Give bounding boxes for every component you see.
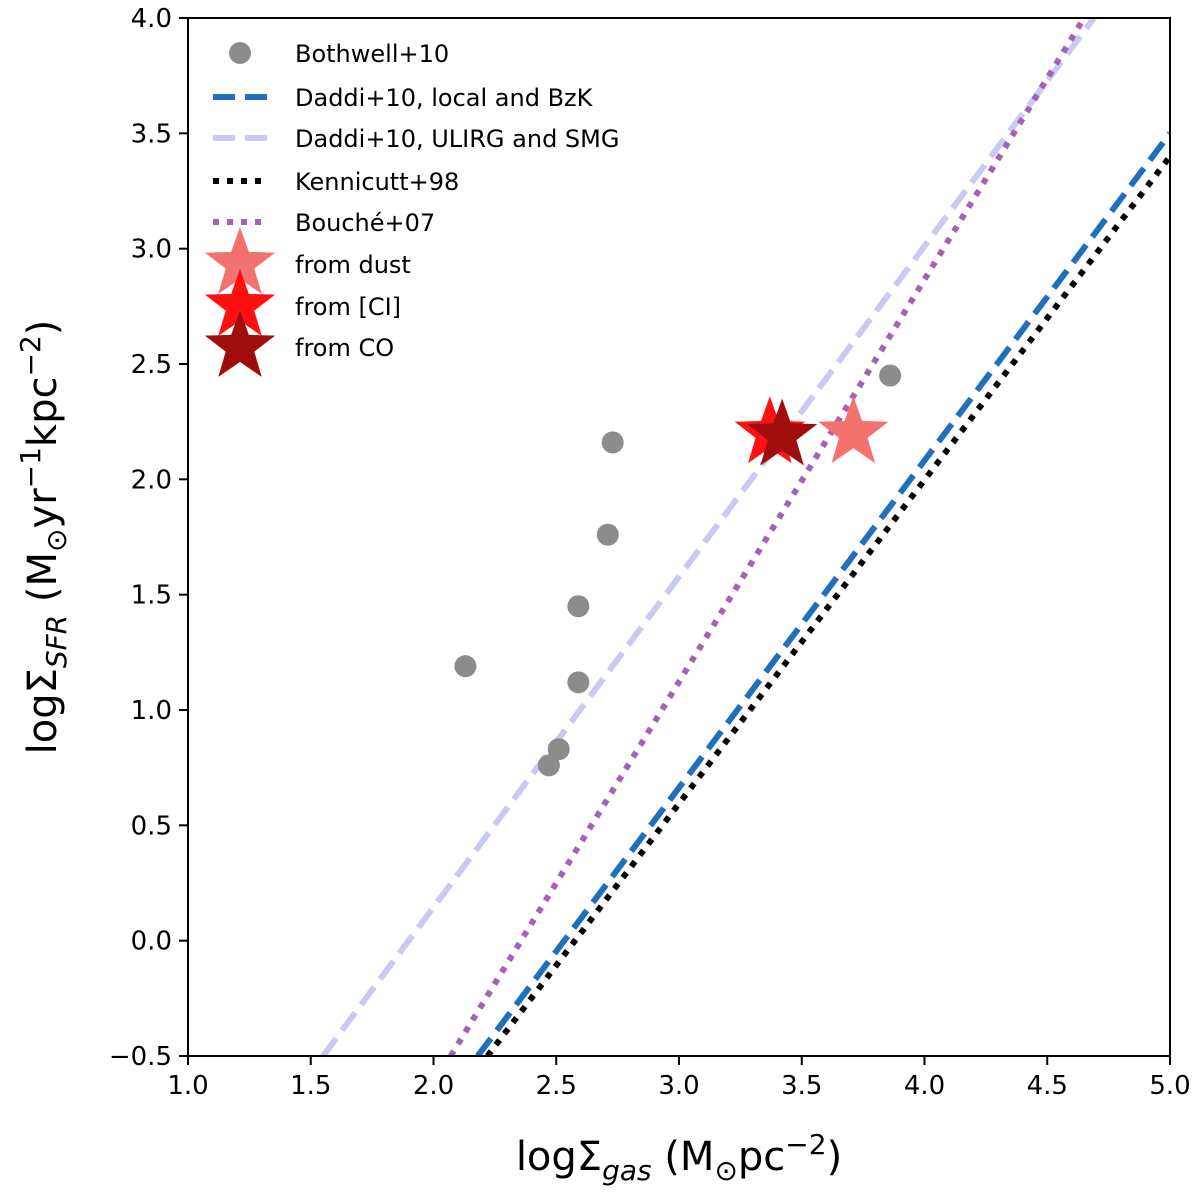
series-line-3 (485, 154, 1170, 1056)
data-point (567, 595, 590, 618)
legend-item: from CO (204, 310, 394, 377)
x-tick-label: 3.5 (781, 1071, 822, 1101)
x-tick-label: 2.5 (536, 1071, 577, 1101)
data-point (537, 754, 560, 777)
legend: Bothwell+10 Daddi+10, local and BzK Daddi+… (204, 40, 619, 377)
legend-item: Kennicutt+98 (213, 168, 459, 196)
y-tick-label: 4.0 (131, 4, 172, 34)
series-line-4 (448, 18, 1087, 1056)
series-points (454, 364, 902, 777)
legend-label: Bouché+07 (295, 209, 435, 237)
y-tick-label: 2.0 (131, 465, 172, 495)
y-tick-label: 1.5 (131, 581, 172, 611)
legend-label: Daddi+10, ULIRG and SMG (295, 125, 619, 153)
x-tick-label: 1.0 (167, 1071, 208, 1101)
axis-ticks: 1.0 1.5 2.0 2.5 3.0 3.5 4.0 4.5 5.0 −0.5 0.0 0.5 1.0… (109, 4, 1191, 1101)
series-line-1 (475, 131, 1170, 1056)
data-point (596, 523, 619, 546)
y-tick-label: 0.5 (131, 811, 172, 841)
legend-label: Kennicutt+98 (295, 168, 459, 196)
legend-label: Bothwell+10 (295, 40, 449, 68)
legend-label: Daddi+10, local and BzK (295, 84, 594, 112)
x-tick-label: 4.5 (1027, 1071, 1068, 1101)
y-tick-label: 3.0 (131, 235, 172, 265)
x-tick-label: 3.0 (658, 1071, 699, 1101)
legend-item: Daddi+10, local and BzK (213, 84, 594, 112)
legend-marker (204, 227, 276, 294)
x-tick-label: 1.5 (290, 1071, 331, 1101)
legend-item: Bouché+07 (213, 209, 435, 237)
x-axis-title: logΣgas (M⊙pc−2) (516, 1128, 842, 1187)
legend-item: from [CI] (204, 269, 401, 336)
data-point (547, 738, 570, 761)
data-point (567, 671, 590, 694)
series-lines (320, 18, 1170, 1056)
series-line-2 (320, 18, 1097, 1056)
data-point (454, 655, 477, 678)
legend-marker (204, 310, 276, 377)
legend-label: from CO (295, 334, 394, 362)
data-point (601, 431, 624, 454)
x-tick-label: 5.0 (1149, 1071, 1190, 1101)
data-point (879, 364, 902, 387)
star-point (818, 396, 889, 464)
x-tick-label: 4.0 (904, 1071, 945, 1101)
y-tick-label: 1.0 (131, 696, 172, 726)
y-tick-label: −0.5 (109, 1042, 172, 1072)
x-tick-label: 2.0 (413, 1071, 454, 1101)
y-tick-label: 2.5 (131, 350, 172, 380)
legend-item: Daddi+10, ULIRG and SMG (213, 125, 619, 153)
legend-label: from [CI] (295, 293, 401, 321)
y-axis-title: logΣSFR (M⊙yr−1kpc−2) (14, 320, 73, 755)
legend-item: from dust (204, 227, 411, 294)
y-tick-label: 0.0 (131, 927, 172, 957)
star-point (746, 398, 818, 466)
y-tick-label: 3.5 (131, 119, 172, 149)
legend-item: Bothwell+10 (229, 40, 449, 68)
legend-marker (229, 42, 251, 64)
legend-marker (204, 269, 276, 336)
legend-label: from dust (295, 251, 411, 279)
